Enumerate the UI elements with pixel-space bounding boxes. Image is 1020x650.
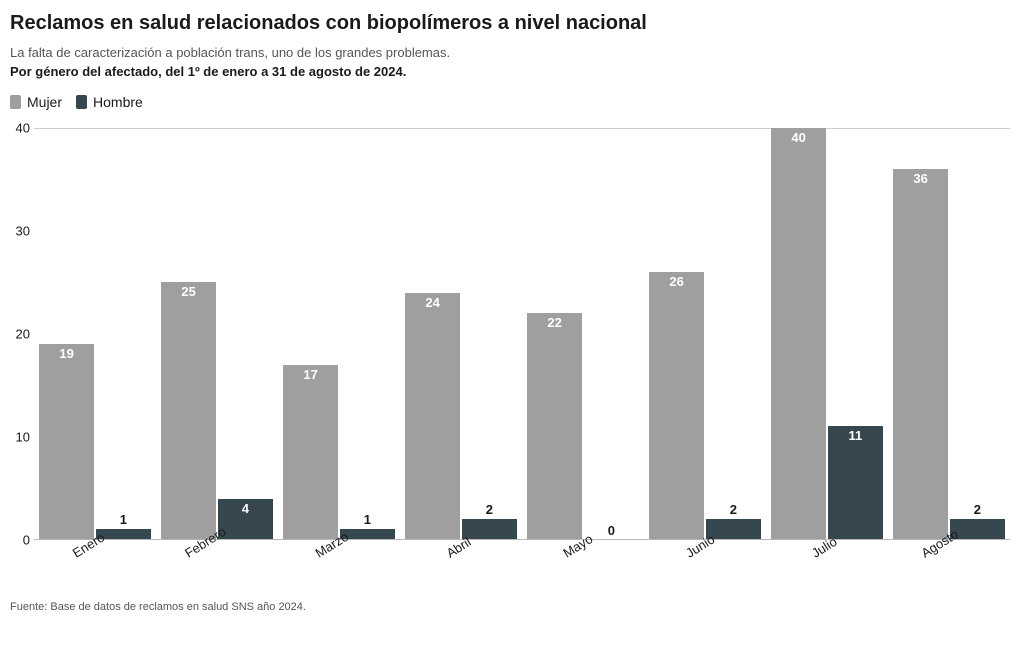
bar-value-label: 40 xyxy=(771,130,826,145)
bar: 25 xyxy=(161,282,216,540)
legend-item: Hombre xyxy=(76,94,143,110)
y-tick-label: 10 xyxy=(10,429,30,444)
y-tick-label: 0 xyxy=(10,532,30,547)
bar: 11 xyxy=(828,426,883,539)
bar-value-label: 26 xyxy=(649,274,704,289)
legend-label: Mujer xyxy=(27,94,62,110)
bars-layer: 1912541712422202624011362 xyxy=(34,129,1010,540)
bar-value-label: 22 xyxy=(527,315,582,330)
chart-title: Reclamos en salud relacionados con biopo… xyxy=(10,10,1010,36)
legend-swatch xyxy=(10,95,21,109)
bar: 17 xyxy=(283,365,338,540)
legend: Mujer Hombre xyxy=(10,94,1010,110)
chart-container: Reclamos en salud relacionados con biopo… xyxy=(0,0,1020,650)
bar-value-label: 2 xyxy=(950,502,1005,517)
bar: 40 xyxy=(771,128,826,540)
bar-value-label: 2 xyxy=(462,502,517,517)
bar-value-label: 1 xyxy=(96,512,151,527)
subtitle-line1: La falta de caracterización a población … xyxy=(10,45,450,60)
bar: 24 xyxy=(405,293,460,540)
bar xyxy=(706,519,761,540)
bar-value-label: 4 xyxy=(218,501,273,516)
bar-value-label: 25 xyxy=(161,284,216,299)
bar-value-label: 2 xyxy=(706,502,761,517)
bar-value-label: 1 xyxy=(340,512,395,527)
x-axis-labels: EneroFebreroMarzoAbrilMayoJunioJulioAgos… xyxy=(34,540,1010,595)
bar-value-label: 11 xyxy=(828,428,883,443)
chart-subtitle: La falta de caracterización a población … xyxy=(10,44,1010,82)
y-tick-label: 40 xyxy=(10,120,30,135)
plot-area: 1912541712422202624011362 010203040 xyxy=(34,128,1010,540)
legend-item: Mujer xyxy=(10,94,62,110)
subtitle-line2: Por género del afectado, del 1º de enero… xyxy=(10,64,406,79)
y-tick-label: 20 xyxy=(10,326,30,341)
bar xyxy=(462,519,517,540)
legend-label: Hombre xyxy=(93,94,143,110)
bar: 36 xyxy=(893,169,948,540)
legend-swatch xyxy=(76,95,87,109)
bar-value-label: 36 xyxy=(893,171,948,186)
bar: 22 xyxy=(527,313,582,540)
chart-area: 1912541712422202624011362 010203040 Ener… xyxy=(10,120,1010,595)
bar-value-label: 24 xyxy=(405,295,460,310)
y-tick-label: 30 xyxy=(10,223,30,238)
chart-source: Fuente: Base de datos de reclamos en sal… xyxy=(10,601,1010,613)
bar: 19 xyxy=(39,344,94,540)
bar-value-label: 17 xyxy=(283,367,338,382)
bar-value-label: 0 xyxy=(584,523,639,538)
bar: 26 xyxy=(649,272,704,540)
bar-value-label: 19 xyxy=(39,346,94,361)
